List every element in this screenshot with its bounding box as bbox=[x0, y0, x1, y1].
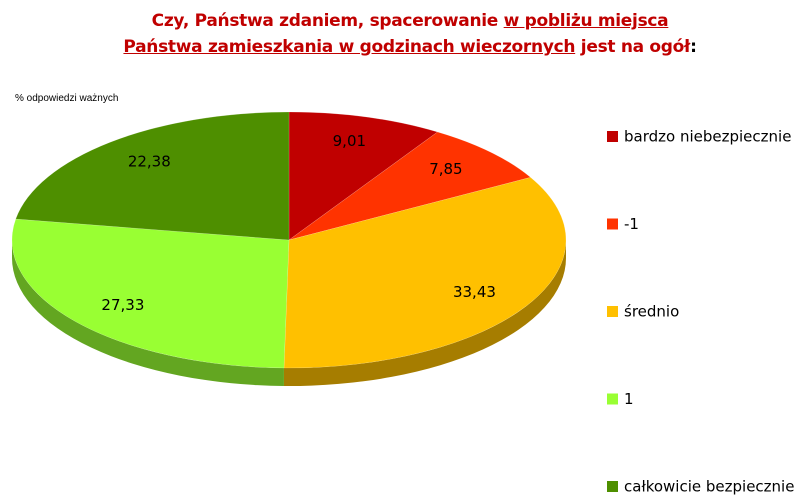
slice-side bbox=[12, 240, 284, 386]
data-label: 9,01 bbox=[333, 132, 366, 150]
legend-label: całkowicie bezpiecznie bbox=[624, 478, 794, 496]
data-label: 22,38 bbox=[128, 152, 171, 170]
legend-swatch bbox=[607, 306, 618, 317]
slice bbox=[288, 111, 439, 241]
legend-label: -1 bbox=[624, 215, 639, 233]
title-segment: : bbox=[690, 37, 697, 57]
legend-label: bardzo niebezpiecznie bbox=[624, 128, 791, 146]
title-segment: w pobliżu miejsca Państwa zamieszkania w… bbox=[123, 11, 669, 57]
data-label: 27,33 bbox=[101, 296, 144, 314]
legend-label: średnio bbox=[624, 303, 679, 321]
data-label: 33,43 bbox=[453, 283, 496, 301]
legend-swatch bbox=[607, 481, 618, 492]
slice-side bbox=[283, 240, 566, 386]
chart-subtitle: % odpowiedzi ważnych bbox=[15, 93, 119, 104]
legend-swatch bbox=[607, 393, 618, 405]
chart-title: Czy, Państwa zdaniem, spacerowanie w pob… bbox=[110, 8, 710, 60]
legend-swatch bbox=[607, 218, 618, 230]
slice bbox=[15, 111, 290, 241]
title-segment: jest na ogół bbox=[575, 37, 691, 57]
title-segment: Czy, Państwa zdaniem, spacerowanie bbox=[151, 11, 504, 31]
legend-label: 1 bbox=[624, 390, 634, 408]
slice bbox=[283, 177, 567, 369]
slice bbox=[11, 218, 290, 369]
data-label: 7,85 bbox=[429, 160, 462, 178]
legend-swatch bbox=[607, 131, 618, 142]
slice bbox=[288, 131, 532, 241]
